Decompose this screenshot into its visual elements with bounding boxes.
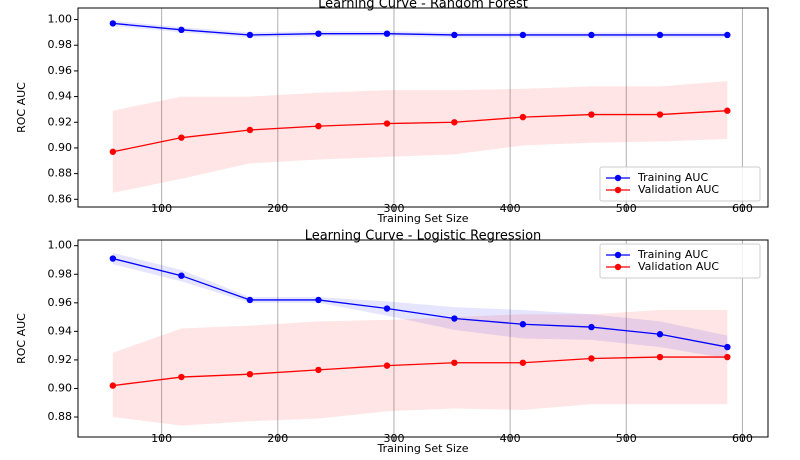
point	[246, 126, 254, 134]
point	[246, 370, 254, 378]
point	[383, 305, 391, 312]
legend-marker	[614, 186, 622, 194]
point	[109, 20, 117, 27]
point	[246, 31, 254, 39]
x-tick-label: 100	[151, 202, 172, 215]
point	[588, 31, 595, 39]
point	[246, 296, 254, 304]
y-tick-label: 0.98	[48, 38, 73, 51]
x-tick-label: 200	[267, 202, 288, 215]
point	[656, 331, 664, 338]
point	[519, 31, 527, 39]
chart-title: Learning Curve - Logistic Regression	[305, 229, 542, 244]
y-tick-label: 0.94	[48, 90, 73, 103]
axes-frame	[77, 7, 769, 208]
point	[383, 362, 391, 369]
point	[451, 31, 458, 39]
subplot: Learning Curve - Logistic Regression Trai…	[15, 229, 769, 455]
point	[178, 134, 185, 141]
y-tick-label: 0.94	[48, 324, 73, 337]
y-axis-label: ROC AUC	[15, 313, 28, 364]
line	[112, 110, 728, 153]
y-tick-label: 0.86	[48, 192, 73, 205]
point	[109, 148, 117, 155]
y-tick-label: 0.92	[48, 115, 73, 128]
y-tick-label: 1.00	[48, 13, 73, 26]
subplot: Learning Curve - Random Forest Training S…	[15, 0, 769, 225]
y-axis-label: ROC AUC	[15, 82, 28, 133]
x-tick-label: 600	[732, 202, 753, 215]
y-tick-label: 0.90	[48, 381, 73, 394]
point	[519, 113, 527, 121]
legend-label: Validation AUC	[638, 183, 719, 196]
x-tick-label: 400	[500, 432, 521, 445]
point	[383, 30, 391, 37]
y-tick-label: 0.88	[48, 410, 73, 423]
x-tick-label: 500	[616, 202, 637, 215]
point	[315, 296, 322, 304]
x-axis-label: Training Set Size	[376, 442, 468, 455]
point	[519, 321, 527, 328]
point	[588, 355, 595, 362]
point	[315, 366, 322, 374]
point	[588, 111, 595, 118]
y-tick-label: 0.90	[48, 141, 73, 154]
legend-label: Validation AUC	[638, 260, 719, 273]
x-tick-label: 100	[151, 432, 172, 445]
point	[178, 373, 185, 381]
point	[109, 382, 117, 389]
point	[451, 359, 458, 366]
point	[315, 122, 322, 130]
y-tick-label: 0.92	[48, 353, 73, 366]
x-tick-label: 200	[267, 432, 288, 445]
chart-title: Learning Curve - Random Forest	[318, 0, 528, 12]
point	[178, 26, 185, 34]
x-tick-label: 500	[616, 432, 637, 445]
y-tick-label: 0.96	[48, 296, 73, 309]
point	[724, 31, 731, 39]
point	[451, 119, 458, 126]
confidence-band	[112, 20, 728, 38]
point	[109, 255, 117, 262]
x-tick-label: 600	[732, 432, 753, 445]
legend-marker	[614, 251, 622, 259]
legend-marker	[614, 263, 622, 271]
y-tick-label: 1.00	[48, 239, 73, 252]
point	[178, 272, 185, 279]
legend-label: Training AUC	[637, 248, 708, 261]
x-tick-label: 300	[383, 202, 404, 215]
axes-frame	[77, 239, 769, 438]
y-tick-label: 0.98	[48, 267, 73, 280]
point	[519, 359, 527, 366]
y-tick-label: 0.96	[48, 64, 73, 77]
point	[383, 120, 391, 127]
point	[724, 353, 731, 361]
point	[656, 111, 664, 118]
line	[112, 257, 728, 348]
legend-box	[599, 243, 761, 279]
line	[112, 356, 728, 387]
point	[724, 343, 731, 351]
line	[112, 22, 728, 36]
x-tick-label: 300	[383, 432, 404, 445]
point	[656, 353, 664, 361]
point	[724, 107, 731, 114]
legend-label: Training AUC	[637, 171, 708, 184]
confidence-band	[112, 252, 728, 359]
legend-box	[599, 166, 761, 202]
point	[315, 30, 322, 37]
point	[451, 315, 458, 322]
point	[588, 323, 595, 331]
confidence-band	[112, 81, 728, 193]
x-tick-label: 400	[500, 202, 521, 215]
y-tick-label: 0.88	[48, 167, 73, 180]
point	[656, 31, 664, 39]
confidence-band	[112, 309, 728, 426]
x-axis-label: Training Set Size	[376, 212, 468, 225]
legend-marker	[614, 174, 622, 182]
